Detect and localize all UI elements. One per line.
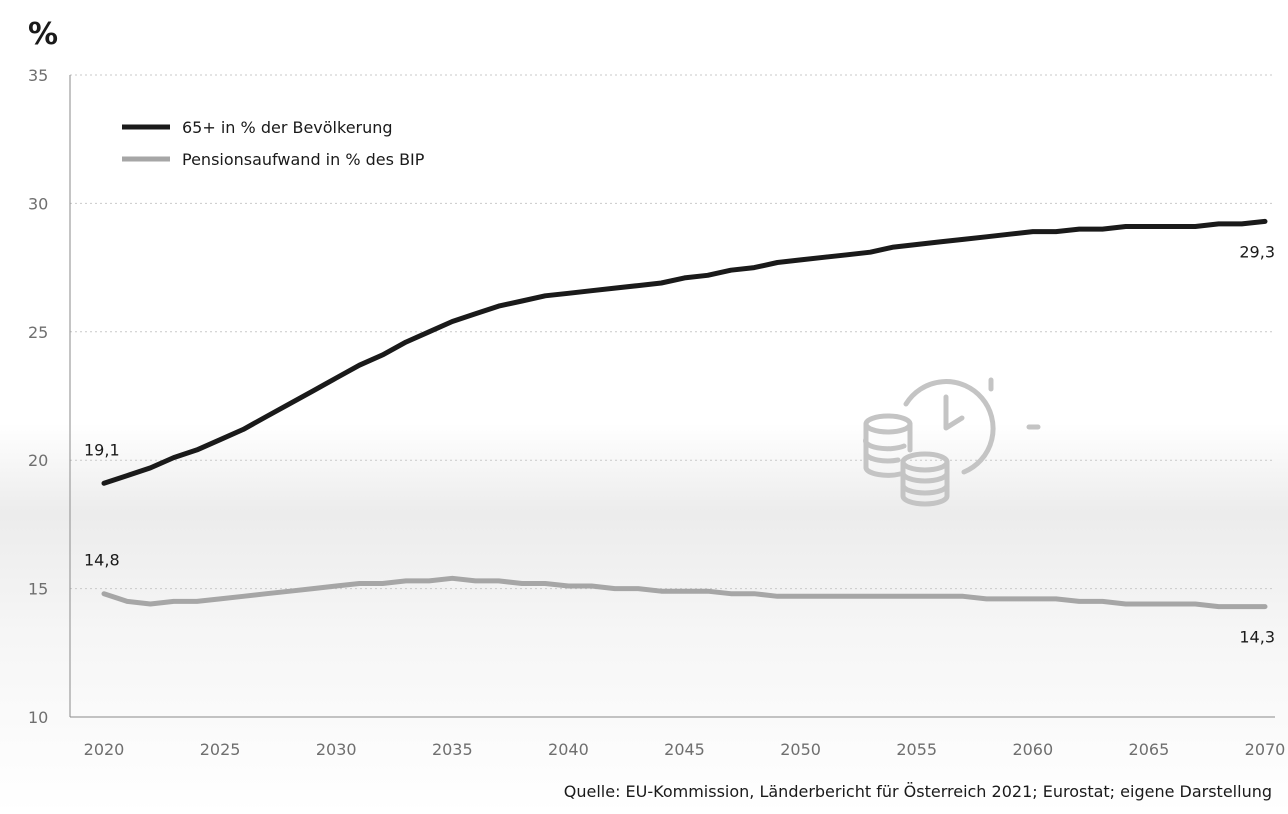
x-tick-2065: 2065 xyxy=(1129,740,1170,759)
data-labels: 19,1 29,3 14,8 14,3 xyxy=(84,242,1275,646)
coins-clock-icon xyxy=(863,377,1041,507)
data-label-end-1: 14,3 xyxy=(1239,628,1275,647)
x-tick-2045: 2045 xyxy=(664,740,705,759)
x-tick-2055: 2055 xyxy=(896,740,937,759)
x-tick-2060: 2060 xyxy=(1012,740,1053,759)
y-axis: 10 15 20 25 30 35 xyxy=(28,66,48,727)
x-axis: 2020 2025 2030 2035 2040 2045 2050 2055 2060 2065… xyxy=(84,740,1286,759)
legend-label-pension: Pensionsaufwand in % des BIP xyxy=(182,150,425,169)
grid xyxy=(69,74,1275,718)
series xyxy=(101,218,1268,610)
x-tick-2040: 2040 xyxy=(548,740,589,759)
x-tick-2025: 2025 xyxy=(200,740,241,759)
data-label-end-0: 29,3 xyxy=(1239,242,1275,261)
y-tick-10: 10 xyxy=(28,708,48,727)
series-line-0 xyxy=(101,218,1268,486)
y-tick-20: 20 xyxy=(28,451,48,470)
source-note: Quelle: EU-Kommission, Länderbericht für… xyxy=(564,782,1272,801)
y-tick-30: 30 xyxy=(28,194,48,213)
y-tick-35: 35 xyxy=(28,66,48,85)
y-tick-25: 25 xyxy=(28,323,48,342)
data-label-start-1: 14,8 xyxy=(84,551,120,570)
series-line-1 xyxy=(101,575,1268,610)
legend-label-65plus: 65+ in % der Bevölkerung xyxy=(182,118,393,137)
x-tick-2050: 2050 xyxy=(780,740,821,759)
y-tick-15: 15 xyxy=(28,580,48,599)
y-unit-label: % xyxy=(28,17,58,52)
legend: 65+ in % der Bevölkerung Pensionsaufwand… xyxy=(122,118,425,169)
data-label-start-0: 19,1 xyxy=(84,440,120,459)
x-tick-2035: 2035 xyxy=(432,740,473,759)
x-tick-2070: 2070 xyxy=(1245,740,1286,759)
x-tick-2030: 2030 xyxy=(316,740,357,759)
x-tick-2020: 2020 xyxy=(84,740,125,759)
